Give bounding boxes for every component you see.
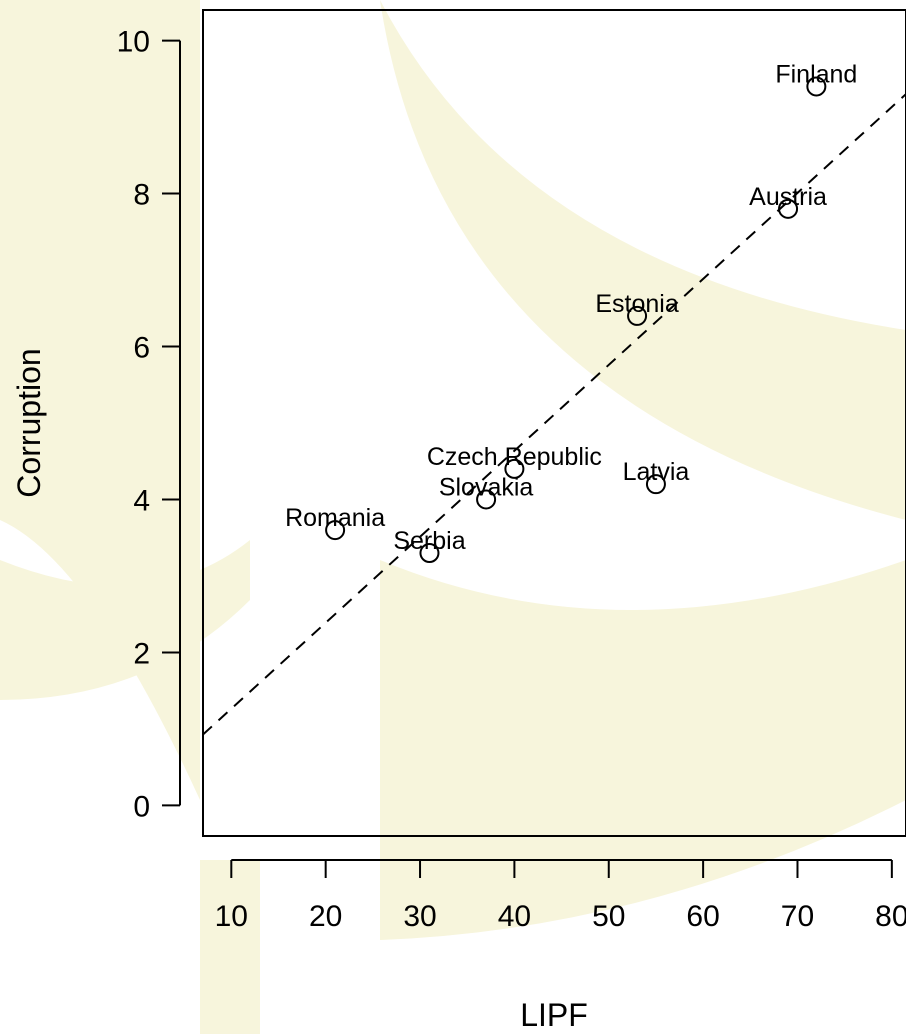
point-label: Czech Republic <box>427 443 602 471</box>
data-point <box>504 458 525 479</box>
fit-line <box>203 93 906 736</box>
y-tick-label: 6 <box>133 332 150 365</box>
x-tick-label: 40 <box>498 900 531 933</box>
x-tick-label: 30 <box>403 900 436 933</box>
x-tick-label: 70 <box>781 900 814 933</box>
fit-line-group <box>203 93 906 736</box>
data-point <box>778 198 799 219</box>
y-axis: 0 2 4 6 8 10 <box>117 26 181 823</box>
x-tick-label: 10 <box>215 900 248 933</box>
data-points: Finland Austria Estonia Czech Republic Latvi… <box>285 60 857 564</box>
point-label: Romania <box>285 504 385 532</box>
point-label: Serbia <box>393 527 465 555</box>
data-point <box>476 489 497 510</box>
watermark-shape <box>0 540 250 700</box>
y-tick-label: 4 <box>133 484 150 517</box>
point-label: Latvia <box>623 458 690 486</box>
watermark-shape <box>380 0 906 520</box>
point-label: Austria <box>749 183 827 211</box>
data-point <box>627 305 648 326</box>
data-point <box>806 76 827 97</box>
point-label: Estonia <box>595 290 678 318</box>
watermark-shape <box>200 860 260 1034</box>
plot-frame <box>202 9 906 837</box>
x-axis-label: LIPF <box>520 997 588 1033</box>
y-tick-label: 0 <box>133 790 150 823</box>
data-point <box>419 543 440 564</box>
x-tick-label: 50 <box>592 900 625 933</box>
y-axis-label: Corruption <box>11 348 47 497</box>
y-tick-label: 8 <box>133 179 150 212</box>
data-point <box>645 474 666 495</box>
x-tick-label: 80 <box>875 900 906 933</box>
data-point <box>325 520 346 541</box>
x-tick-label: 20 <box>309 900 342 933</box>
y-tick-label: 2 <box>133 637 150 670</box>
y-tick-label: 10 <box>117 26 150 59</box>
watermark-shape <box>380 560 906 940</box>
x-tick-label: 60 <box>686 900 719 933</box>
point-label: Finland <box>775 60 857 88</box>
x-axis: 10 20 30 40 50 60 70 80 <box>215 859 906 933</box>
point-label: Slovakia <box>439 473 534 501</box>
